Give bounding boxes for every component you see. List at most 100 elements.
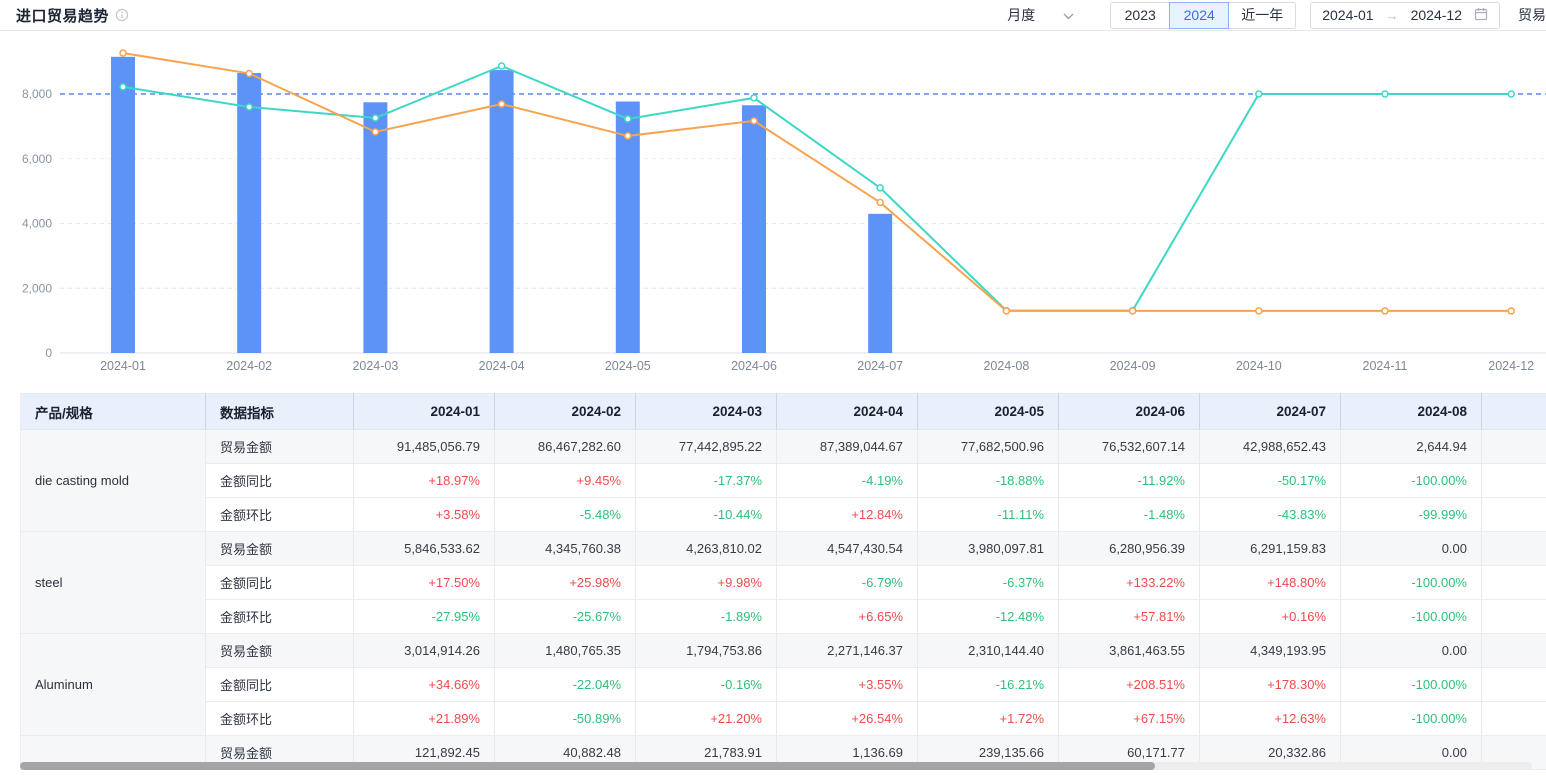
trend-line-orange-point-2024-02[interactable] (245, 69, 253, 78)
x-axis-label-2024-01: 2024-01 (100, 359, 146, 373)
table-cell: 3,014,914.26 (353, 633, 495, 668)
page-title: 进口贸易趋势 (16, 7, 110, 25)
table-cell: -100.00% (1340, 701, 1482, 736)
product-name-cell: steel (20, 531, 206, 634)
metric-label-cell: 金额同比 (205, 565, 354, 600)
date-range-end: 2024-12 (1410, 7, 1462, 23)
year-button-近一年[interactable]: 近一年 (1228, 1, 1297, 29)
table-cell: +26.54% (776, 701, 918, 736)
table-row: 金额环比 -27.95% -25.67% -1.89% +6.65% -12.48% +57… (21, 599, 1546, 634)
trend-line-teal-point-2024-11[interactable] (1381, 90, 1389, 98)
trend-line-orange-point-2024-06[interactable] (750, 117, 758, 125)
column-header-2024-02: 2024-02 (494, 393, 636, 430)
table-cell: -17.37% (635, 463, 777, 498)
bar-2024-04[interactable] (489, 70, 514, 353)
column-header-product: 产品/规格 (20, 393, 206, 430)
table-cell: 4,263,810.02 (635, 531, 777, 566)
trend-line-teal-point-2024-04[interactable] (497, 62, 506, 70)
table-cell: +3.55% (776, 667, 918, 702)
table-row: 金额环比 +21.89% -50.89% +21.20% +26.54% +1.72% +6… (21, 701, 1546, 736)
chevron-down-icon (1063, 7, 1074, 23)
table-cell: -4.19% (776, 463, 918, 498)
metric-label-cell: 金额环比 (205, 497, 354, 532)
table-cell: -11.11% (917, 497, 1059, 532)
table-cell-empty (1481, 701, 1546, 736)
trend-line-teal-point-2024-02[interactable] (245, 103, 253, 111)
metric-select-cut[interactable]: 贸易 (1518, 7, 1546, 23)
bar-2024-03[interactable] (363, 102, 388, 353)
table-cell: +148.80% (1199, 565, 1341, 600)
trend-line-teal-point-2024-07[interactable] (876, 184, 884, 192)
table-cell: 86,467,282.60 (494, 429, 636, 464)
bar-2024-06[interactable] (742, 105, 766, 353)
trend-line-orange-point-2024-01[interactable] (119, 49, 127, 57)
trend-line-teal-point-2024-10[interactable] (1255, 90, 1263, 98)
table-cell: +17.50% (353, 565, 495, 600)
metric-label-cell: 金额环比 (205, 599, 354, 634)
metric-label-cell: 金额同比 (205, 667, 354, 702)
horizontal-scrollbar-track[interactable] (20, 762, 1532, 770)
top-bar: 进口贸易趋势 月度 2023 2024 近一年 2024-01 → 2024-12 (0, 0, 1546, 31)
table-header-row: 产品/规格 数据指标 2024-01 2024-02 2024-03 2024-04 202… (20, 393, 1546, 430)
x-axis-label-2024-05: 2024-05 (605, 359, 651, 373)
trend-line-orange-point-2024-05[interactable] (624, 132, 632, 140)
table-cell-empty (1481, 497, 1546, 532)
trend-line-orange-point-2024-07[interactable] (876, 198, 884, 207)
y-axis-tick-label: 0 (45, 346, 52, 360)
year-button-2023[interactable]: 2023 (1110, 1, 1171, 29)
period-granularity-select[interactable]: 月度 (1007, 5, 1074, 25)
x-axis-label-2024-03: 2024-03 (352, 359, 398, 373)
table-cell-empty (1481, 667, 1546, 702)
trend-line-orange-point-2024-08[interactable] (1002, 307, 1011, 315)
trade-trend-chart[interactable]: 0 2,000 4,000 6,000 8,000 2024-01 2024-02 2024-… (0, 31, 1546, 379)
date-range-picker[interactable]: 2024-01 → 2024-12 (1310, 1, 1500, 29)
trend-line-orange-point-2024-10[interactable] (1255, 307, 1263, 315)
table-cell-empty (1481, 429, 1546, 464)
table-cell: 3,980,097.81 (917, 531, 1059, 566)
x-axis-label-2024-07: 2024-07 (857, 359, 903, 373)
y-axis-tick-label: 2,000 (22, 281, 52, 295)
table-row: steel 贸易金额 5,846,533.62 4,345,760.38 4,263,8… (20, 531, 1546, 634)
trend-line-orange-point-2024-11[interactable] (1381, 307, 1389, 315)
metric-label-cell: 贸易金额 (205, 633, 354, 668)
bar-2024-02[interactable] (237, 73, 262, 353)
table-cell: -11.92% (1058, 463, 1200, 498)
trend-line-orange-point-2024-12[interactable] (1507, 307, 1515, 315)
table-cell: +34.66% (353, 667, 495, 702)
table-cell-empty (1481, 633, 1546, 668)
trend-line-teal-point-2024-03[interactable] (371, 114, 380, 122)
table-cell: 0.00 (1340, 633, 1482, 668)
trend-line-orange-point-2024-09[interactable] (1128, 307, 1137, 315)
bar-2024-01[interactable] (111, 56, 135, 353)
trend-line-orange-point-2024-04[interactable] (497, 100, 506, 108)
table-cell: -100.00% (1340, 565, 1482, 600)
info-icon[interactable] (115, 8, 129, 22)
table-cell-empty (1481, 463, 1546, 498)
trend-line-teal-point-2024-05[interactable] (624, 115, 632, 123)
table-cell: 4,349,193.95 (1199, 633, 1341, 668)
table-cell: +67.15% (1058, 701, 1200, 736)
table-cell: +6.65% (776, 599, 918, 634)
table-cell: 91,485,056.79 (353, 429, 495, 464)
table-cell: -1.89% (635, 599, 777, 634)
table-cell: 6,291,159.83 (1199, 531, 1341, 566)
table-cell-empty (1481, 565, 1546, 600)
trend-line-teal-markers (119, 62, 1515, 315)
horizontal-scrollbar-thumb[interactable] (20, 762, 1155, 770)
date-range-arrow-icon: → (1385, 7, 1399, 23)
table-cell: 1,480,765.35 (494, 633, 636, 668)
table-cell: -99.99% (1340, 497, 1482, 532)
table-cell: -12.48% (917, 599, 1059, 634)
bar-2024-07[interactable] (868, 213, 893, 353)
trend-line-teal-point-2024-01[interactable] (119, 83, 127, 91)
table-row: 金额环比 +3.58% -5.48% -10.44% +12.84% -11.11% -1.… (21, 497, 1546, 532)
column-header-2024-01: 2024-01 (353, 393, 495, 430)
trend-line-orange-point-2024-03[interactable] (371, 128, 380, 136)
trend-line-teal-point-2024-12[interactable] (1507, 90, 1515, 98)
trend-line-teal-point-2024-06[interactable] (750, 94, 758, 102)
year-button-2024[interactable]: 2024 (1169, 1, 1230, 29)
metric-label-cell: 金额同比 (205, 463, 354, 498)
x-axis-labels: 2024-01 2024-02 2024-03 2024-04 2024-05 2024-… (100, 359, 1534, 373)
bar-2024-05[interactable] (615, 101, 640, 354)
